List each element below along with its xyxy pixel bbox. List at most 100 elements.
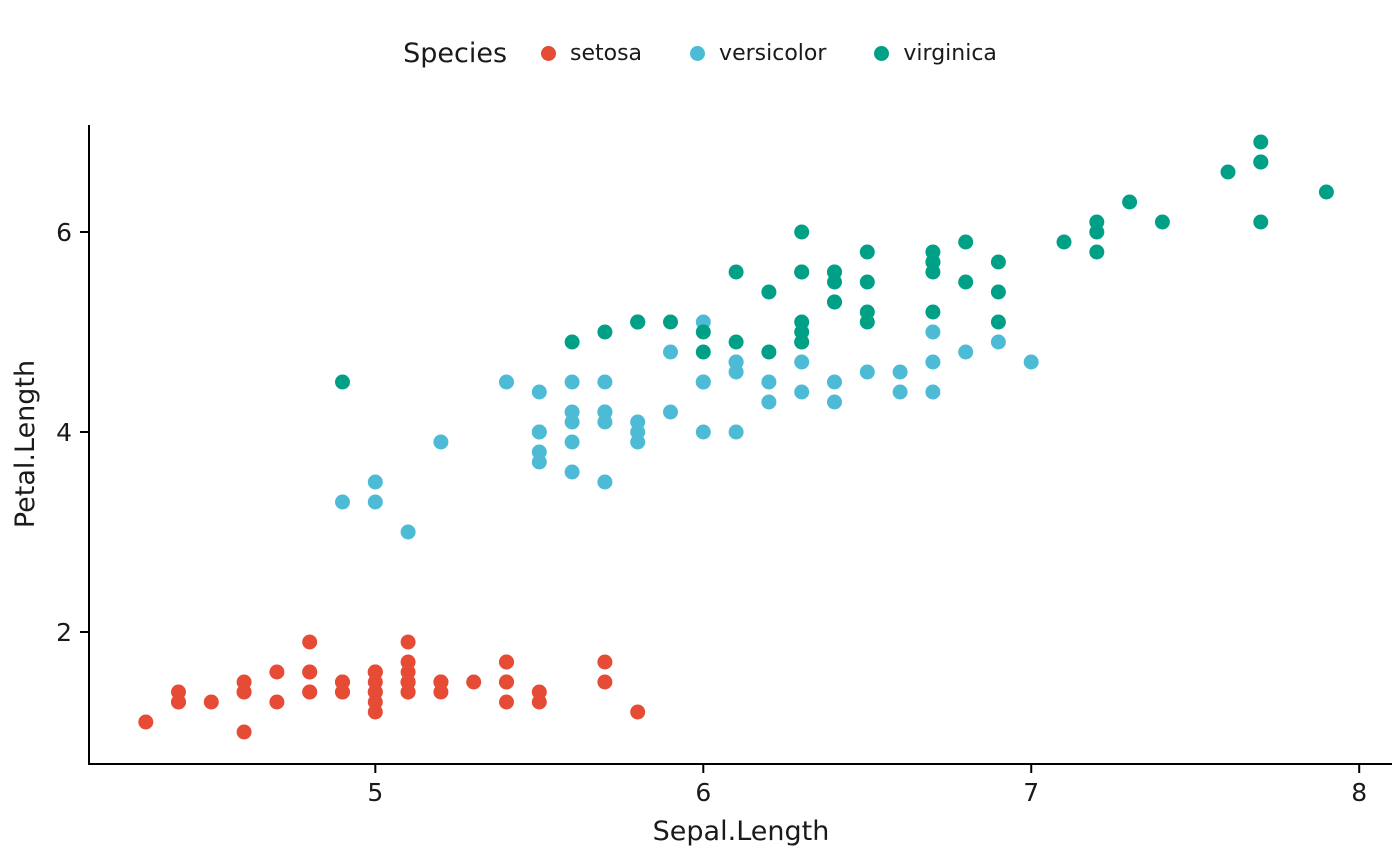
data-point — [564, 464, 580, 480]
legend-items: setosa versicolor virginica — [541, 41, 997, 66]
data-point — [958, 344, 974, 360]
data-point — [335, 374, 350, 390]
x-tick-label: 6 — [695, 778, 711, 807]
y-axis-title: Petal.Length — [10, 360, 41, 528]
data-point — [531, 454, 547, 470]
data-point — [531, 694, 547, 710]
data-point — [663, 404, 678, 420]
data-point — [335, 494, 350, 510]
x-axis-title: Sepal.Length — [653, 816, 830, 847]
data-point — [925, 304, 941, 320]
data-point — [564, 434, 580, 450]
data-point — [236, 724, 252, 740]
data-point — [269, 664, 285, 680]
legend-title: Species — [403, 38, 508, 69]
data-point — [695, 374, 711, 390]
data-point — [794, 224, 810, 240]
legend-label: virginica — [903, 41, 997, 66]
data-point — [433, 434, 449, 450]
data-point — [564, 334, 580, 350]
data-point — [269, 694, 285, 710]
data-point — [892, 364, 908, 380]
data-point — [302, 664, 318, 680]
data-point — [1122, 194, 1138, 210]
data-point — [531, 424, 547, 440]
data-point — [925, 254, 941, 270]
data-point — [367, 494, 383, 510]
legend-label: setosa — [570, 41, 643, 66]
data-point — [663, 314, 678, 330]
data-point — [400, 634, 416, 650]
data-point — [1089, 224, 1105, 240]
legend-item-versicolor: versicolor — [690, 41, 826, 66]
data-point — [630, 424, 646, 440]
data-point — [1023, 354, 1039, 370]
x-tick-label: 8 — [1351, 778, 1367, 807]
data-point — [794, 324, 810, 340]
y-tick-label: 4 — [56, 418, 72, 447]
data-point — [302, 684, 318, 700]
data-point — [859, 244, 875, 260]
data-point — [597, 654, 613, 670]
legend-dot-versicolor — [690, 46, 706, 61]
data-point — [925, 324, 941, 340]
data-point — [794, 264, 810, 280]
data-point — [761, 284, 777, 300]
data-point — [302, 634, 318, 650]
data-point — [1089, 244, 1105, 260]
data-point — [367, 684, 383, 700]
data-point — [1056, 234, 1072, 250]
data-point — [1154, 214, 1170, 230]
data-point — [138, 714, 154, 730]
data-point — [466, 674, 482, 690]
data-point — [794, 354, 810, 370]
data-point — [1253, 214, 1269, 230]
data-point — [892, 384, 908, 400]
y-tick-label: 6 — [56, 218, 72, 247]
data-point — [367, 474, 383, 490]
data-point — [499, 654, 514, 670]
x-tick-label: 7 — [1023, 778, 1039, 807]
data-point — [203, 694, 219, 710]
data-point — [499, 694, 514, 710]
data-point — [367, 664, 383, 680]
data-point — [597, 674, 613, 690]
data-point — [728, 334, 744, 350]
legend: Species setosa versicolor virginica — [0, 38, 1400, 69]
data-point — [663, 344, 678, 360]
data-point — [236, 684, 252, 700]
legend-dot-virginica — [874, 46, 890, 61]
data-point — [859, 304, 875, 320]
legend-dot-setosa — [541, 46, 557, 61]
data-point — [827, 374, 842, 390]
data-point — [728, 264, 744, 280]
data-point — [1253, 154, 1269, 170]
data-point — [827, 394, 842, 410]
data-point — [827, 274, 842, 290]
data-point — [335, 684, 350, 700]
data-point — [400, 664, 416, 680]
data-point — [597, 414, 613, 430]
data-point — [695, 324, 711, 340]
data-point — [990, 254, 1006, 270]
data-point — [859, 274, 875, 290]
data-point — [728, 364, 744, 380]
data-point — [925, 354, 941, 370]
data-point — [531, 384, 547, 400]
data-point — [761, 374, 777, 390]
data-point — [433, 674, 449, 690]
data-point — [630, 314, 646, 330]
data-point — [1318, 184, 1334, 200]
data-point — [794, 384, 810, 400]
data-point — [1220, 164, 1236, 180]
data-point — [564, 374, 580, 390]
data-point — [630, 704, 646, 720]
legend-item-virginica: virginica — [874, 41, 997, 66]
data-point — [564, 404, 580, 420]
data-point — [958, 234, 974, 250]
data-point — [728, 424, 744, 440]
data-point — [827, 294, 842, 310]
y-tick-label: 2 — [56, 618, 72, 647]
